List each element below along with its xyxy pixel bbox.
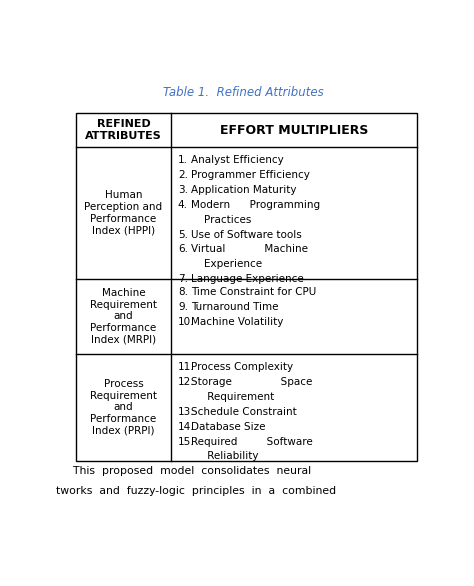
Text: Analyst Efficiency: Analyst Efficiency <box>191 155 284 165</box>
Text: Requirement: Requirement <box>191 392 275 402</box>
Text: Practices: Practices <box>191 214 252 224</box>
Bar <box>76 113 418 461</box>
Text: Reliability: Reliability <box>191 451 259 461</box>
Text: Machine Volatility: Machine Volatility <box>191 316 284 326</box>
Text: Experience: Experience <box>191 260 263 270</box>
Text: Schedule Constraint: Schedule Constraint <box>191 407 297 417</box>
Text: 2.: 2. <box>178 170 188 180</box>
Text: Time Constraint for CPU: Time Constraint for CPU <box>191 287 317 297</box>
Text: Table 1.  Refined Attributes: Table 1. Refined Attributes <box>163 86 323 100</box>
Text: Required         Software: Required Software <box>191 437 313 447</box>
Text: tworks  and  fuzzy-logic  principles  in  a  combined: tworks and fuzzy-logic principles in a c… <box>56 486 337 496</box>
Text: 4.: 4. <box>178 200 188 210</box>
Text: Virtual            Machine: Virtual Machine <box>191 244 309 254</box>
Text: 9.: 9. <box>178 302 188 312</box>
Text: 6.: 6. <box>178 244 188 254</box>
Text: Human
Perception and
Performance
Index (HPPI): Human Perception and Performance Index (… <box>84 190 163 236</box>
Text: 1.: 1. <box>178 155 188 165</box>
Text: Machine
Requirement
and
Performance
Index (MRPI): Machine Requirement and Performance Inde… <box>90 288 157 345</box>
Text: REFINED
ATTRIBUTES: REFINED ATTRIBUTES <box>85 120 162 141</box>
Text: Storage               Space: Storage Space <box>191 377 313 387</box>
Text: Process Complexity: Process Complexity <box>191 362 293 372</box>
Text: 15.: 15. <box>178 437 194 447</box>
Text: 10.: 10. <box>178 316 194 326</box>
Text: 3.: 3. <box>178 185 188 195</box>
Text: Turnaround Time: Turnaround Time <box>191 302 279 312</box>
Text: 8.: 8. <box>178 287 188 297</box>
Text: 11.: 11. <box>178 362 194 372</box>
Text: Modern      Programming: Modern Programming <box>191 200 320 210</box>
Text: Process
Requirement
and
Performance
Index (PRPI): Process Requirement and Performance Inde… <box>90 379 157 435</box>
Text: 5.: 5. <box>178 230 188 240</box>
Text: Use of Software tools: Use of Software tools <box>191 230 302 240</box>
Text: Language Experience: Language Experience <box>191 274 304 284</box>
Text: Database Size: Database Size <box>191 422 266 432</box>
Text: This  proposed  model  consolidates  neural: This proposed model consolidates neural <box>59 466 311 476</box>
Text: EFFORT MULTIPLIERS: EFFORT MULTIPLIERS <box>220 124 369 137</box>
Text: Application Maturity: Application Maturity <box>191 185 297 195</box>
Text: 13.: 13. <box>178 407 194 417</box>
Text: 7.: 7. <box>178 274 188 284</box>
Text: 14.: 14. <box>178 422 194 432</box>
Text: Programmer Efficiency: Programmer Efficiency <box>191 170 310 180</box>
Text: 12.: 12. <box>178 377 194 387</box>
